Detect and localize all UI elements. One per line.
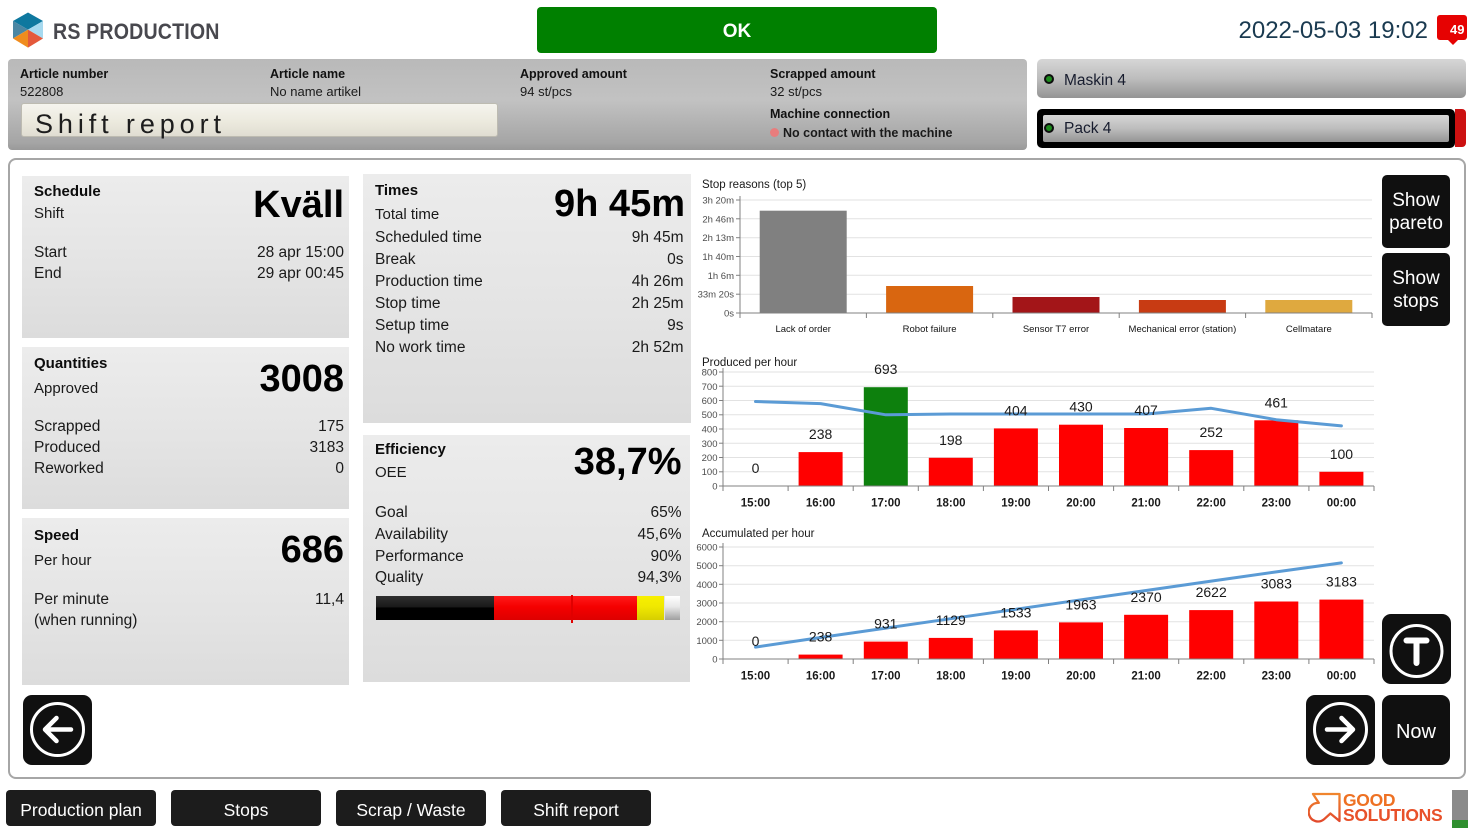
svg-text:22:00: 22:00	[1196, 671, 1225, 683]
svg-text:5000: 5000	[696, 561, 717, 572]
svg-text:693: 693	[874, 361, 898, 377]
svg-text:3000: 3000	[696, 599, 717, 610]
svg-text:23:00: 23:00	[1262, 498, 1291, 510]
svg-text:1h 6m: 1h 6m	[708, 271, 734, 282]
svg-text:00:00: 00:00	[1327, 498, 1356, 510]
svg-text:2370: 2370	[1131, 589, 1162, 605]
svg-text:1000: 1000	[696, 636, 717, 647]
svg-text:GOOD: GOOD	[1343, 790, 1395, 810]
svg-text:20:00: 20:00	[1066, 671, 1095, 683]
svg-text:238: 238	[809, 426, 833, 442]
svg-text:17:00: 17:00	[871, 498, 900, 510]
svg-text:430: 430	[1069, 399, 1093, 415]
svg-text:800: 800	[702, 368, 718, 379]
svg-text:Produced per hour: Produced per hour	[702, 357, 797, 369]
svg-text:0: 0	[752, 460, 760, 476]
svg-text:00:00: 00:00	[1327, 671, 1356, 683]
svg-text:2h 46m: 2h 46m	[702, 214, 734, 225]
svg-text:0: 0	[712, 482, 717, 493]
svg-text:6000: 6000	[696, 543, 717, 554]
svg-text:1533: 1533	[1000, 604, 1031, 620]
svg-text:500: 500	[702, 410, 718, 421]
svg-text:Robot failure: Robot failure	[903, 324, 957, 335]
svg-text:19:00: 19:00	[1001, 671, 1030, 683]
svg-text:16:00: 16:00	[806, 671, 835, 683]
svg-text:21:00: 21:00	[1131, 498, 1160, 510]
svg-text:22:00: 22:00	[1196, 498, 1225, 510]
svg-text:200: 200	[702, 453, 718, 464]
svg-text:100: 100	[1330, 446, 1354, 462]
svg-text:Stop reasons (top 5): Stop reasons (top 5)	[702, 179, 806, 191]
svg-text:18:00: 18:00	[936, 671, 965, 683]
svg-text:3183: 3183	[1326, 574, 1357, 590]
svg-text:18:00: 18:00	[936, 498, 965, 510]
svg-text:15:00: 15:00	[741, 498, 770, 510]
svg-text:2622: 2622	[1196, 584, 1227, 600]
svg-text:700: 700	[702, 382, 718, 393]
svg-text:16:00: 16:00	[806, 498, 835, 510]
svg-text:407: 407	[1134, 402, 1158, 418]
svg-text:17:00: 17:00	[871, 671, 900, 683]
svg-text:3h 20m: 3h 20m	[702, 196, 734, 207]
svg-text:15:00: 15:00	[741, 671, 770, 683]
svg-text:3083: 3083	[1261, 576, 1292, 592]
svg-text:252: 252	[1200, 424, 1224, 440]
svg-text:238: 238	[809, 629, 833, 645]
svg-text:4000: 4000	[696, 580, 717, 591]
svg-text:2000: 2000	[696, 617, 717, 628]
svg-text:Lack of order: Lack of order	[775, 324, 830, 335]
svg-text:Cellmatare: Cellmatare	[1286, 324, 1332, 335]
svg-text:198: 198	[939, 432, 963, 448]
svg-text:Mechanical error (station): Mechanical error (station)	[1129, 324, 1237, 335]
svg-text:0: 0	[712, 655, 717, 666]
svg-text:SOLUTIONS: SOLUTIONS	[1343, 805, 1442, 825]
svg-text:1h 40m: 1h 40m	[702, 252, 734, 263]
svg-text:100: 100	[702, 467, 718, 478]
svg-text:1129: 1129	[936, 612, 966, 628]
svg-text:2h 13m: 2h 13m	[702, 233, 734, 244]
svg-text:0: 0	[752, 633, 760, 649]
svg-text:Accumulated per hour: Accumulated per hour	[702, 528, 815, 540]
svg-text:300: 300	[702, 439, 718, 450]
svg-text:400: 400	[702, 425, 718, 436]
svg-text:19:00: 19:00	[1001, 498, 1030, 510]
svg-text:0s: 0s	[724, 309, 734, 320]
svg-text:33m 20s: 33m 20s	[698, 290, 735, 301]
svg-text:1963: 1963	[1065, 596, 1096, 612]
svg-text:600: 600	[702, 396, 718, 407]
svg-text:Sensor T7 error: Sensor T7 error	[1023, 324, 1089, 335]
svg-text:21:00: 21:00	[1131, 671, 1160, 683]
svg-text:404: 404	[1004, 402, 1028, 418]
svg-text:931: 931	[874, 616, 898, 632]
svg-text:461: 461	[1265, 394, 1289, 410]
svg-text:23:00: 23:00	[1262, 671, 1291, 683]
svg-text:20:00: 20:00	[1066, 498, 1095, 510]
